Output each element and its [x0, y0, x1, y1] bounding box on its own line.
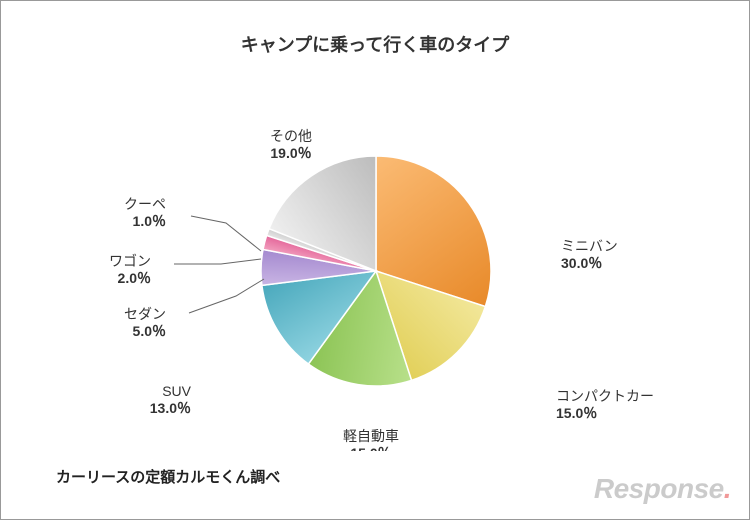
watermark: Response.: [594, 473, 731, 505]
pie-chart: ミニバン30.0％ コンパクトカー15.0％ 軽自動車15.0％ SUV13.0％ セダ…: [1, 91, 750, 451]
leader-line: [189, 279, 264, 313]
slice-label: ミニバン30.0％: [561, 238, 618, 271]
slice-label: クーペ1.0％: [124, 196, 166, 229]
watermark-dot-icon: .: [724, 473, 731, 504]
leader-line: [174, 259, 261, 264]
slice-label: コンパクトカー15.0％: [556, 388, 654, 421]
slice-label: その他19.0％: [270, 128, 312, 161]
slice-label: 軽自動車15.0％: [343, 428, 399, 451]
watermark-text: Response: [594, 473, 724, 504]
slice-label: SUV13.0％: [150, 383, 192, 416]
chart-title: キャンプに乗って行く車のタイプ: [1, 31, 749, 57]
leader-line: [191, 216, 261, 251]
slice-label: ワゴン2.0％: [109, 253, 151, 286]
source-credit: カーリースの定額カルモくん調べ: [56, 466, 280, 487]
slice-label: セダン5.0％: [124, 306, 166, 339]
